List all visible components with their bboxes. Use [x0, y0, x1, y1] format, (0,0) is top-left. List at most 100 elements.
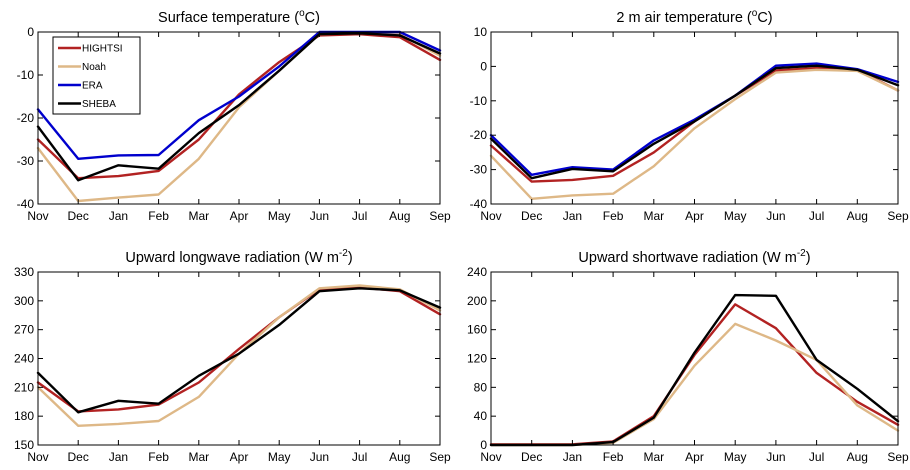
plot-frame	[37, 271, 441, 446]
series-line-hightsi	[489, 66, 900, 183]
legend-label-sheba: SHEBA	[82, 99, 116, 110]
legend-label-era: ERA	[82, 81, 103, 92]
x-tick-label: Apr	[685, 450, 704, 464]
x-tick-label: Mar	[188, 450, 209, 464]
x-tick-label: Jan	[563, 450, 582, 464]
x-tick-label: Apr	[230, 209, 249, 223]
x-tick-label: Mar	[643, 209, 664, 223]
chart-title-superscript: -2	[797, 248, 806, 259]
legend-label-noah: Noah	[82, 62, 106, 73]
x-tick-label: Nov	[480, 209, 501, 223]
y-tick-label: 120	[467, 352, 487, 366]
y-tick-label: 270	[14, 323, 34, 337]
chart-title-superscript: -2	[339, 248, 348, 259]
chart-title-main: Surface temperature (	[158, 10, 299, 26]
x-tick-label: Mar	[188, 209, 209, 223]
x-tick-label: Feb	[603, 209, 624, 223]
chart-title-main: Upward shortwave radiation (W m	[578, 250, 796, 266]
legend: HIGHTSI Noah ERA SHEBA	[52, 36, 141, 115]
x-tick-label: Aug	[389, 450, 410, 464]
chart-title: Surface temperature (oC)	[158, 8, 320, 26]
series-line-sheba	[489, 64, 900, 180]
y-tick-label: 300	[14, 294, 34, 308]
chart-panel-4: Upward shortwave radiation (W m-2) Nov Dec…	[467, 248, 909, 464]
y-tick-label: 160	[467, 323, 487, 337]
chart-title-superscript: o	[299, 8, 305, 19]
y-tick-label: -10	[470, 94, 488, 108]
y-tick-label: 200	[467, 294, 487, 308]
x-tick-label: Sep	[887, 209, 909, 223]
plot-frame	[490, 271, 899, 446]
x-tick-label: Jun	[766, 209, 785, 223]
x-tick-label: Aug	[847, 450, 868, 464]
x-tick-label: Nov	[27, 450, 48, 464]
x-tick-label: Dec	[521, 209, 542, 223]
y-tick-label: 150	[14, 438, 34, 452]
x-tick-label: Jul	[352, 450, 367, 464]
x-tick-label: Jun	[310, 209, 329, 223]
x-tick-label: Mar	[643, 450, 664, 464]
chart-title-end: )	[348, 250, 353, 266]
x-tick-label: Jun	[766, 450, 785, 464]
y-tick-label: 80	[474, 380, 488, 394]
chart-title: Upward shortwave radiation (W m-2)	[578, 248, 810, 266]
y-tick-label: -40	[470, 197, 488, 211]
x-tick-label: Feb	[148, 450, 169, 464]
chart-title-end: )	[806, 250, 811, 266]
x-tick-label: May	[724, 450, 747, 464]
x-tick-label: Jan	[563, 209, 582, 223]
x-tick-label: Jun	[310, 450, 329, 464]
series-line-sheba	[36, 32, 442, 182]
series-line-era	[489, 62, 900, 177]
x-tick-label: May	[268, 450, 291, 464]
plot-frame	[490, 31, 899, 205]
x-tick-label: Dec	[521, 450, 542, 464]
y-tick-label: 180	[14, 409, 34, 423]
x-tick-label: Jul	[809, 209, 824, 223]
y-tick-label: -20	[17, 111, 35, 125]
x-tick-label: Nov	[27, 209, 48, 223]
legend-label-hightsi: HIGHTSI	[82, 44, 123, 55]
y-tick-label: 10	[474, 25, 488, 39]
x-tick-label: May	[724, 209, 747, 223]
chart-title-end: C)	[305, 10, 320, 26]
x-tick-label: May	[268, 209, 291, 223]
x-tick-label: Jul	[809, 450, 824, 464]
chart-title: 2 m air temperature (oC)	[616, 8, 772, 26]
chart-title-main: 2 m air temperature (	[616, 10, 752, 26]
x-tick-label: Jan	[109, 450, 128, 464]
chart-panel-1: Surface temperature (oC) Nov Dec Jan Feb Mar A…	[17, 8, 451, 223]
y-tick-label: 0	[27, 25, 34, 39]
chart-panel-3: Upward longwave radiation (W m-2) Nov Dec J…	[14, 248, 451, 464]
y-tick-label: 40	[474, 409, 488, 423]
x-tick-label: Nov	[480, 450, 501, 464]
series-line-noah	[489, 322, 900, 447]
x-tick-label: Jan	[109, 209, 128, 223]
y-tick-label: 240	[467, 265, 487, 279]
x-tick-label: Feb	[603, 450, 624, 464]
x-tick-label: Jul	[352, 209, 367, 223]
series-line-noah	[489, 68, 900, 201]
chart-title-end: C)	[757, 10, 772, 26]
y-tick-label: -10	[17, 68, 35, 82]
y-tick-label: -20	[470, 128, 488, 142]
chart-title-superscript: o	[752, 8, 758, 19]
series-line-hightsi	[36, 286, 442, 413]
series-line-noah	[36, 284, 442, 427]
chart-title-main: Upward longwave radiation (W m	[125, 250, 339, 266]
y-tick-label: 0	[480, 438, 487, 452]
x-tick-label: Feb	[148, 209, 169, 223]
y-tick-label: 330	[14, 265, 34, 279]
chart-panel-2: 2 m air temperature (oC) Nov Dec Jan Feb Mar A…	[470, 8, 909, 223]
y-tick-label: 0	[480, 59, 487, 73]
y-tick-label: -30	[17, 154, 35, 168]
x-tick-label: Aug	[847, 209, 868, 223]
x-tick-label: Dec	[68, 209, 89, 223]
legend-box	[52, 36, 141, 115]
y-tick-label: -30	[470, 163, 488, 177]
y-tick-label: 210	[14, 380, 34, 394]
x-tick-label: Aug	[389, 209, 410, 223]
y-tick-label: -40	[17, 197, 35, 211]
series-line-sheba	[489, 293, 900, 447]
